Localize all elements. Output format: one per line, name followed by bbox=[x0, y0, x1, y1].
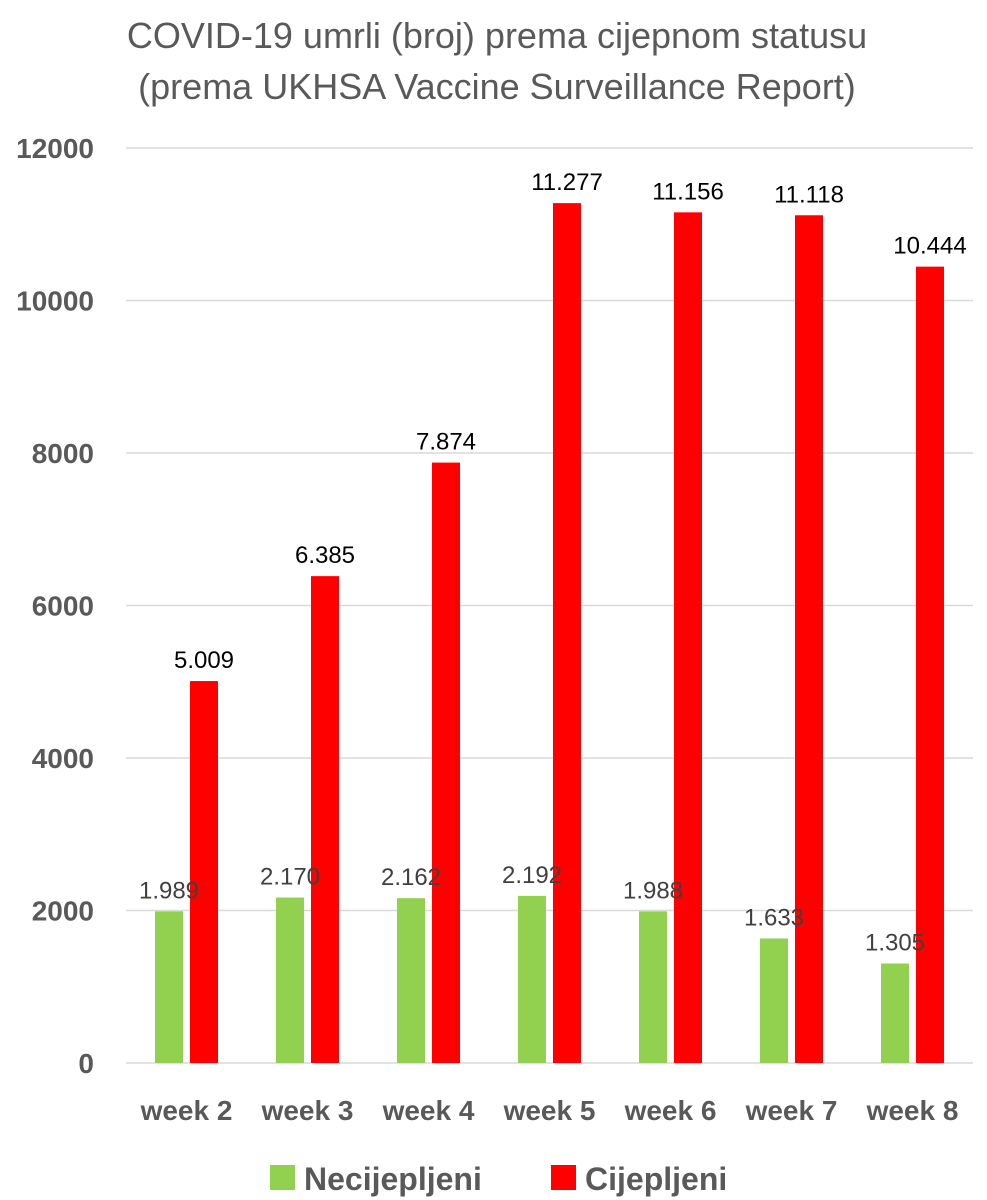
data-label-necijepljeni: 1.988 bbox=[623, 877, 683, 904]
bar-cijepljeni bbox=[311, 576, 339, 1063]
legend-swatch-necijepljeni bbox=[270, 1165, 295, 1190]
y-tick-label: 12000 bbox=[16, 133, 94, 164]
x-tick-label: week 5 bbox=[503, 1095, 596, 1126]
data-label-cijepljeni: 10.444 bbox=[893, 233, 966, 260]
legend-label-cijepljeni: Cijepljeni bbox=[585, 1161, 727, 1197]
data-label-cijepljeni: 6.385 bbox=[295, 542, 355, 569]
chart-subtitle: (prema UKHSA Vaccine Surveillance Report… bbox=[138, 66, 856, 107]
data-labels: 1.989 5.009 2.170 6.385 2.162 7.874 2.192 11.27… bbox=[139, 169, 967, 956]
bar-necijepljeni bbox=[518, 895, 546, 1063]
y-tick-label: 4000 bbox=[32, 743, 94, 774]
legend-label-necijepljeni: Necijepljeni bbox=[304, 1161, 482, 1197]
data-label-cijepljeni: 7.874 bbox=[416, 429, 476, 456]
bar-necijepljeni bbox=[276, 897, 304, 1063]
bar-cijepljeni bbox=[432, 462, 460, 1063]
y-tick-label: 8000 bbox=[32, 438, 94, 469]
y-axis: 0 2000 4000 6000 8000 10000 12000 bbox=[16, 133, 94, 1079]
chart-title: COVID-19 umrli (broj) prema cijepnom sta… bbox=[127, 15, 867, 56]
bar-necijepljeni bbox=[760, 938, 788, 1063]
bar-cijepljeni bbox=[795, 215, 823, 1063]
bars bbox=[155, 203, 944, 1064]
legend-swatch-cijepljeni bbox=[551, 1165, 576, 1190]
legend: Necijepljeni Cijepljeni bbox=[270, 1161, 727, 1197]
x-tick-label: week 2 bbox=[140, 1095, 233, 1126]
bar-cijepljeni bbox=[916, 266, 944, 1063]
data-label-cijepljeni: 11.118 bbox=[774, 181, 844, 208]
data-label-necijepljeni: 2.192 bbox=[502, 862, 562, 889]
data-label-necijepljeni: 1.989 bbox=[139, 877, 199, 904]
data-label-necijepljeni: 1.305 bbox=[865, 929, 925, 956]
data-label-necijepljeni: 1.633 bbox=[744, 904, 804, 931]
data-label-necijepljeni: 2.170 bbox=[260, 864, 320, 891]
x-tick-label: week 3 bbox=[261, 1095, 354, 1126]
grid-lines bbox=[126, 147, 973, 1064]
data-label-cijepljeni: 11.277 bbox=[531, 169, 603, 196]
x-tick-label: week 7 bbox=[745, 1095, 838, 1126]
x-tick-label: week 4 bbox=[382, 1095, 475, 1126]
x-tick-label: week 6 bbox=[624, 1095, 717, 1126]
y-tick-label: 10000 bbox=[16, 286, 94, 317]
y-tick-label: 0 bbox=[78, 1048, 94, 1079]
bar-cijepljeni bbox=[674, 212, 702, 1064]
x-tick-label: week 8 bbox=[866, 1095, 959, 1126]
bar-necijepljeni bbox=[155, 911, 183, 1063]
y-tick-label: 6000 bbox=[32, 591, 94, 622]
y-tick-label: 2000 bbox=[32, 896, 94, 927]
bar-necijepljeni bbox=[881, 963, 909, 1063]
bar-necijepljeni bbox=[639, 911, 667, 1063]
bar-cijepljeni bbox=[190, 681, 218, 1063]
bar-necijepljeni bbox=[397, 898, 425, 1063]
x-axis: week 2 week 3 week 4 week 5 week 6 week 7 week… bbox=[140, 1095, 959, 1126]
bar-cijepljeni bbox=[553, 203, 581, 1063]
data-label-necijepljeni: 2.162 bbox=[381, 864, 441, 891]
data-label-cijepljeni: 11.156 bbox=[652, 178, 724, 205]
data-label-cijepljeni: 5.009 bbox=[174, 647, 234, 674]
